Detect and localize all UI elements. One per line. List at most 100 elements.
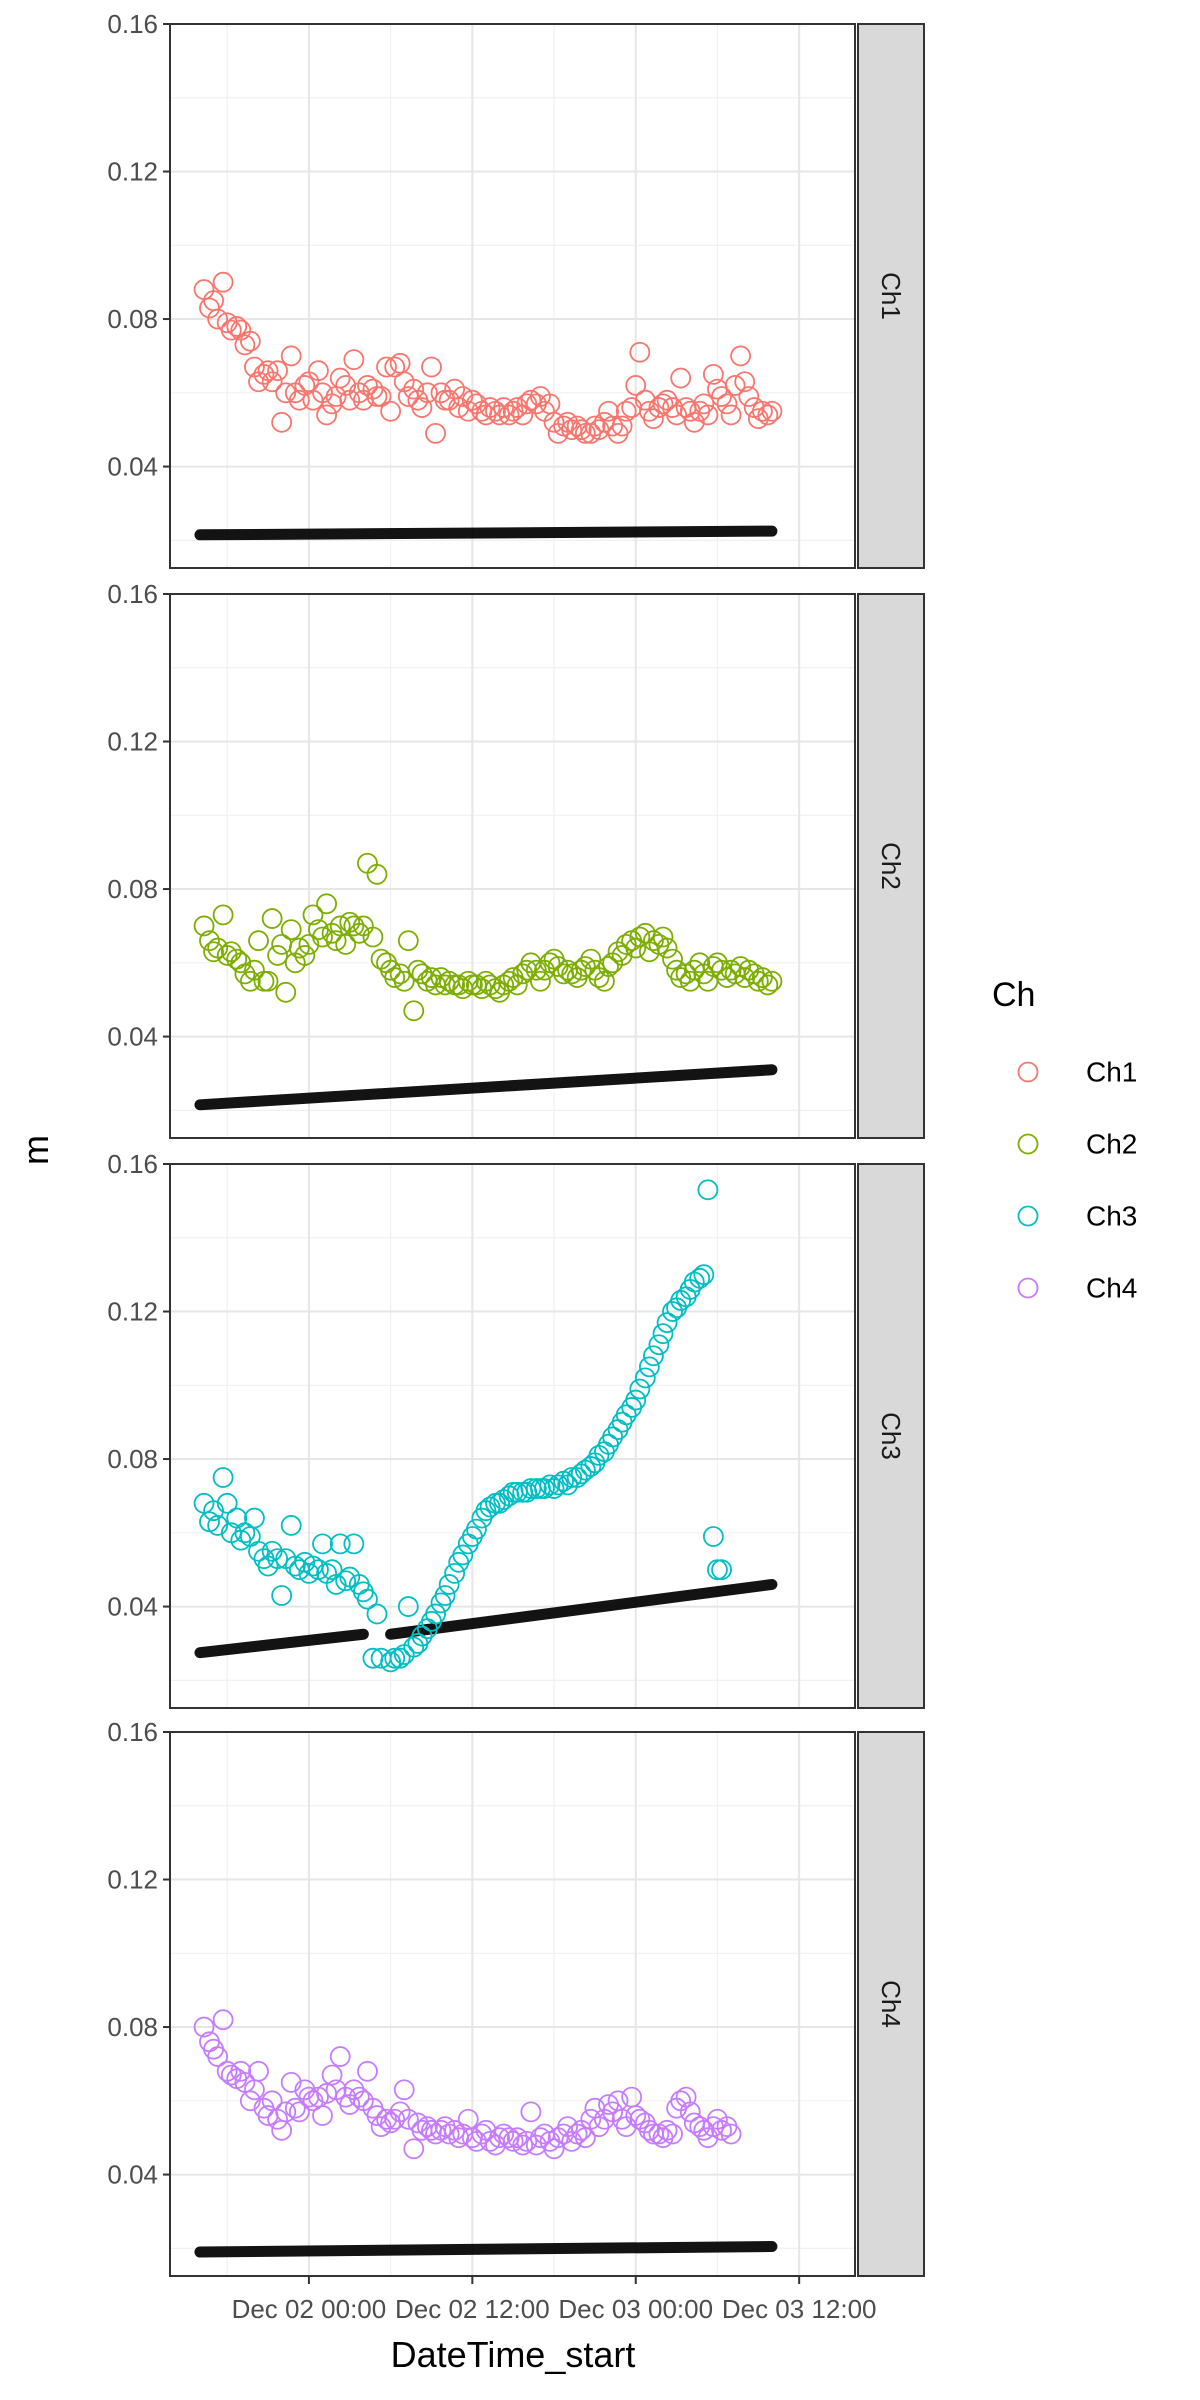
facet-strip — [857, 1731, 925, 2277]
data-point — [697, 2127, 719, 2149]
data-point — [516, 2130, 538, 2152]
legend-label-ch4: Ch4 — [1086, 1273, 1137, 1304]
data-point — [343, 1533, 365, 1555]
data-point — [434, 1585, 456, 1606]
baseline-series-line — [194, 2240, 778, 2258]
data-point — [757, 404, 779, 426]
data-point — [376, 356, 397, 378]
data-point — [248, 2060, 269, 2082]
data-point — [625, 375, 647, 396]
data-point — [284, 2097, 306, 2119]
data-point — [389, 2101, 411, 2123]
y-tick-label: 0.04 — [107, 1592, 158, 1622]
data-point — [329, 1533, 351, 1555]
data-point — [534, 1478, 555, 1499]
facet-panels: Ch10.040.080.120.16Ch20.040.080.120.16Ch… — [107, 9, 925, 2277]
data-point — [325, 1574, 347, 1595]
data-point — [343, 915, 365, 937]
data-point — [248, 930, 269, 952]
data-point — [452, 1544, 474, 1566]
data-point — [580, 2108, 602, 2130]
data-point — [357, 1588, 378, 1610]
data-point — [543, 2138, 565, 2160]
panel-border — [169, 1731, 856, 2277]
data-point — [711, 386, 732, 407]
facet-panel-ch3: Ch3 0.04 0.08 0.12 0.16 — [107, 1149, 925, 1709]
data-point — [362, 926, 384, 948]
data-point — [675, 2086, 697, 2108]
legend-key-ch3 — [1017, 1205, 1039, 1227]
data-point — [384, 967, 406, 988]
baseline-series-line — [194, 1064, 778, 1111]
data-point — [611, 945, 633, 966]
legend-key-ch4 — [1017, 1277, 1039, 1299]
data-point — [403, 1636, 425, 1658]
data-point — [207, 1515, 229, 1536]
data-point — [738, 386, 760, 407]
data-point — [234, 1522, 256, 1544]
data-point — [271, 411, 293, 433]
data-point — [193, 2016, 215, 2038]
facet-panel-ch2: Ch2 0.04 0.08 0.12 0.16 — [107, 579, 925, 1139]
data-point — [294, 945, 316, 966]
y-tick-label: 0.04 — [107, 1022, 158, 1052]
data-point — [711, 1559, 732, 1581]
data-point — [638, 2119, 660, 2141]
y-tick-label: 0.12 — [107, 1865, 158, 1895]
data-point — [380, 1651, 402, 1673]
data-point — [316, 404, 338, 426]
legend-title: Ch — [992, 976, 1035, 1014]
data-point — [512, 2134, 534, 2156]
facet-strip — [857, 593, 925, 1139]
data-point — [730, 345, 752, 367]
data-point — [216, 945, 238, 966]
data-point — [216, 1492, 238, 1514]
data-point — [212, 2009, 234, 2031]
data-point — [325, 930, 347, 952]
data-point — [648, 1334, 670, 1356]
data-point — [261, 2090, 283, 2112]
y-tick-label: 0.16 — [107, 1717, 158, 1747]
data-point — [275, 981, 297, 1003]
data-point — [239, 970, 261, 992]
data-point — [652, 1323, 674, 1345]
data-point — [261, 1540, 283, 1562]
x-axis: Dec 02 00:00 Dec 02 12:00 Dec 03 00:00 Dec … — [232, 2276, 877, 2324]
data-point — [520, 2101, 542, 2123]
legend-key-ch1 — [1017, 1061, 1039, 1083]
data-point — [697, 1179, 719, 1201]
y-tick-label: 0.04 — [107, 2160, 158, 2190]
data-point — [547, 1474, 569, 1496]
facet-panel-ch4: Ch4 0.04 0.08 0.12 0.16 — [107, 1717, 925, 2277]
y-tick-label: 0.08 — [107, 304, 158, 334]
facet-panel-ch1: Ch1 0.04 0.08 0.12 0.16 — [107, 9, 925, 569]
data-point — [298, 933, 320, 955]
data-point — [397, 1596, 419, 1617]
data-point — [384, 1647, 406, 1669]
data-point — [629, 341, 651, 363]
panel-border — [169, 23, 856, 569]
data-point — [656, 2119, 678, 2141]
data-point — [230, 952, 252, 974]
panel-background — [170, 1164, 855, 1708]
data-point — [343, 349, 365, 371]
data-point — [598, 400, 619, 422]
data-point — [689, 952, 711, 974]
y-tick-label: 0.16 — [107, 1149, 158, 1179]
data-point — [702, 363, 724, 385]
data-point — [679, 2101, 701, 2123]
data-point — [506, 974, 528, 996]
legend-label-ch1: Ch1 — [1086, 1057, 1137, 1088]
data-point — [720, 2123, 742, 2145]
data-point — [602, 1426, 623, 1448]
facet-strip-label: Ch4 — [876, 1980, 906, 2028]
data-point — [267, 360, 288, 382]
data-point — [393, 970, 415, 992]
legend-key-ch2 — [1017, 1133, 1039, 1155]
data-point — [615, 933, 637, 955]
data-point — [648, 397, 670, 418]
data-point — [638, 1356, 660, 1378]
data-point — [566, 415, 588, 437]
data-point — [329, 367, 351, 389]
data-point — [335, 933, 357, 955]
